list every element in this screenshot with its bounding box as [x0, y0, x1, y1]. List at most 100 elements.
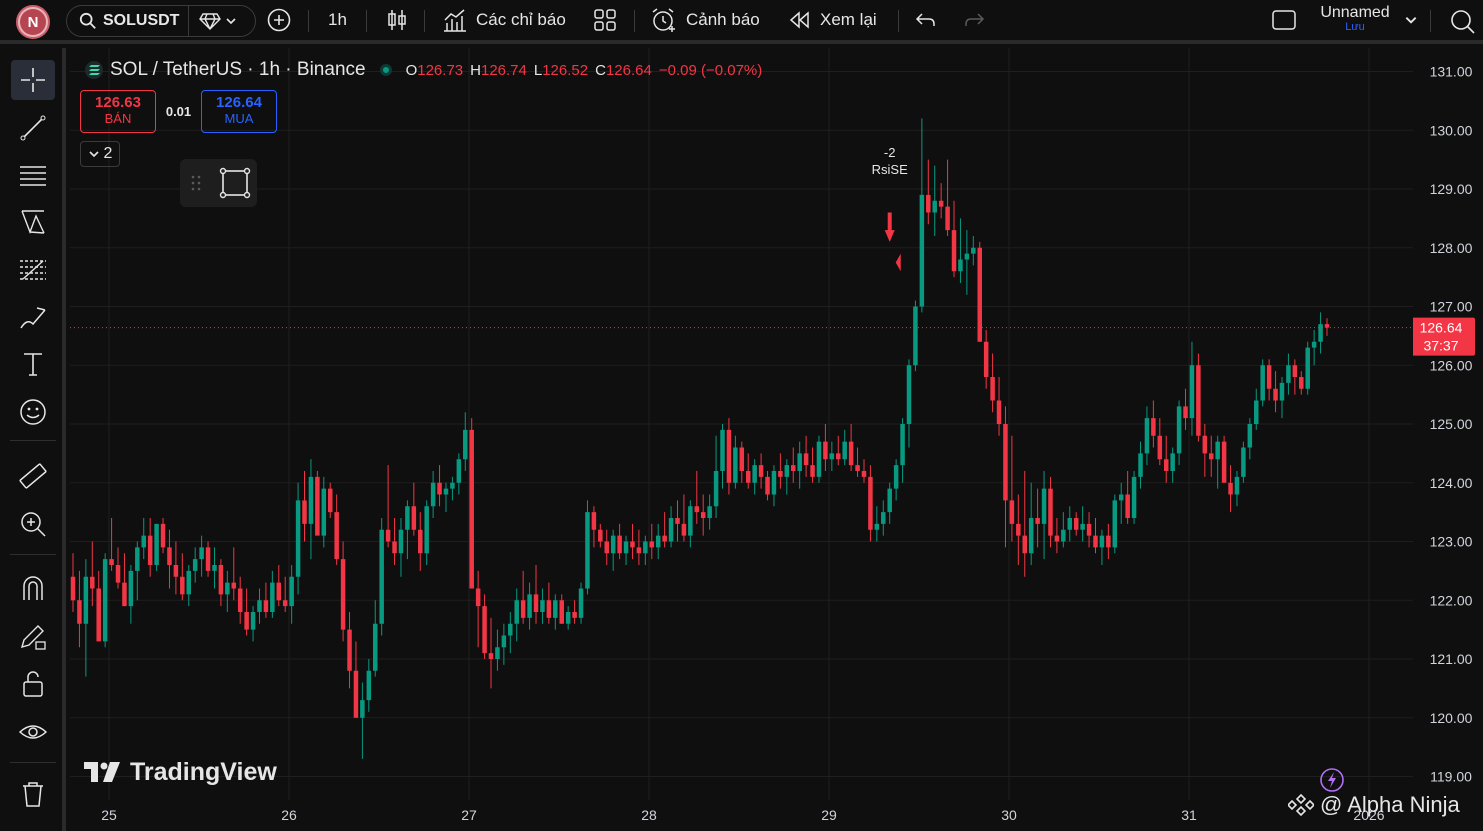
horizontal-lines-tool[interactable] — [11, 155, 55, 195]
layout-toggle-button[interactable] — [1270, 0, 1298, 40]
symbol-type-dropdown[interactable] — [189, 6, 237, 36]
candle-body — [1247, 424, 1253, 448]
candle-body — [418, 529, 423, 554]
interval-button[interactable]: 1h — [328, 0, 347, 40]
rectangle-select-icon[interactable] — [218, 166, 252, 200]
hide-drawings-tool[interactable] — [11, 712, 55, 752]
candle-body — [128, 570, 134, 607]
measure-tool[interactable] — [11, 456, 55, 496]
market-status-dot[interactable] — [379, 64, 392, 76]
candle-body — [1279, 382, 1285, 401]
search-gear-icon — [1451, 10, 1475, 34]
candle-body — [1324, 324, 1330, 328]
candle-body — [340, 559, 346, 630]
pattern-tool[interactable] — [11, 202, 55, 242]
candle-body — [225, 582, 230, 595]
candle-body — [990, 377, 995, 401]
candle-body — [347, 629, 352, 671]
candle-body — [1067, 518, 1073, 530]
drawing-mode-tool[interactable] — [11, 616, 55, 656]
buy-price: 126.64 — [216, 94, 262, 111]
indicators-button[interactable]: Các chỉ báo — [442, 0, 566, 40]
redo-button[interactable] — [962, 0, 986, 40]
candle-body — [1080, 523, 1085, 530]
candle-body — [1061, 529, 1066, 542]
candle-body — [180, 576, 185, 595]
price-chart[interactable]: -2 RsiSE — [70, 48, 1413, 821]
price-tick-label: 120.00 — [1430, 710, 1473, 726]
quick-search-button[interactable] — [1446, 0, 1476, 40]
candle-body — [778, 471, 783, 477]
candle-body — [604, 541, 610, 554]
lightning-icon[interactable] — [1318, 766, 1346, 794]
buy-button[interactable]: 126.64 MUA — [201, 90, 277, 133]
drag-handle-icon[interactable] — [184, 171, 208, 195]
grid-icon — [594, 9, 616, 31]
time-tick-label: 28 — [641, 807, 657, 823]
fib-tool[interactable] — [11, 250, 55, 290]
spread-value: 0.01 — [165, 104, 192, 119]
time-tick-label: 2026 — [1353, 807, 1384, 823]
tool-divider — [10, 554, 56, 555]
magnet-tool[interactable] — [11, 568, 55, 608]
low-value: 126.52 — [542, 61, 589, 79]
price-tick-label: 129.00 — [1430, 181, 1473, 197]
time-axis[interactable]: 25 26 27 28 29 30 31 2026 — [70, 800, 1413, 831]
tradingview-logo-text: TradingView — [130, 758, 277, 786]
user-avatar[interactable]: N — [16, 5, 50, 39]
price-tick-label: 127.00 — [1430, 299, 1473, 315]
candle-body — [1273, 388, 1278, 401]
replay-label: Xem lại — [820, 10, 877, 29]
replay-button[interactable]: Xem lại — [788, 0, 877, 40]
alerts-button[interactable]: Cảnh báo — [650, 0, 760, 40]
trash-icon — [23, 782, 43, 807]
layout-grid-button[interactable] — [592, 0, 618, 40]
chart-type-button[interactable] — [384, 0, 410, 40]
toolbar-divider — [424, 10, 425, 32]
candle-body — [154, 523, 159, 565]
candle-body — [237, 588, 243, 612]
fib-retracement-icon — [20, 260, 46, 280]
candle-body — [495, 647, 500, 659]
candle-body — [649, 541, 655, 548]
text-tool[interactable] — [11, 344, 55, 384]
price-axis[interactable]: 131.00 130.00 129.00 128.00 127.00 126.00 125.… — [1413, 48, 1483, 831]
chevron-down-icon — [88, 151, 99, 158]
trend-line-tool[interactable] — [11, 108, 55, 148]
layout-menu-button[interactable] — [1404, 0, 1418, 40]
zoom-tool[interactable] — [11, 504, 55, 544]
candle-body — [823, 441, 828, 460]
candle-body — [565, 612, 571, 624]
candle-body — [1208, 453, 1214, 460]
candle-body — [334, 512, 339, 560]
indicators-collapse-button[interactable]: 2 — [80, 141, 120, 167]
tradingview-logo[interactable]: TradingView — [84, 758, 277, 787]
candle-body — [321, 488, 327, 536]
time-tick-label: 29 — [821, 807, 837, 823]
sell-price: 126.63 — [95, 94, 141, 111]
undo-button[interactable] — [914, 0, 938, 40]
emoji-tool[interactable] — [11, 392, 55, 432]
add-symbol-button[interactable] — [266, 0, 292, 40]
symbol-search-button[interactable]: SOLUSDT — [67, 6, 189, 36]
candle-body — [797, 453, 802, 471]
candle-body — [109, 559, 114, 565]
layout-name-button[interactable]: Unnamed Lưu — [1300, 4, 1410, 33]
candle-body — [469, 429, 474, 589]
high-value: 126.74 — [480, 61, 527, 79]
remove-drawings-tool[interactable] — [11, 774, 55, 814]
crosshair-tool[interactable] — [11, 60, 55, 100]
sell-button[interactable]: 126.63 BÁN — [80, 90, 156, 133]
candle-body — [745, 471, 751, 483]
candle-body — [147, 535, 153, 565]
alarm-clock-icon — [652, 8, 675, 32]
brush-tool[interactable] — [11, 298, 55, 338]
tool-divider — [10, 762, 56, 763]
candle-body — [1215, 441, 1220, 460]
signal-name: RsiSE — [872, 162, 908, 177]
candle-body — [385, 529, 391, 542]
candle-body — [308, 476, 314, 524]
candle-body — [437, 482, 442, 495]
lock-drawings-tool[interactable] — [11, 664, 55, 704]
symbol-title[interactable]: SOL / TetherUS · 1h · Binance — [110, 59, 366, 80]
